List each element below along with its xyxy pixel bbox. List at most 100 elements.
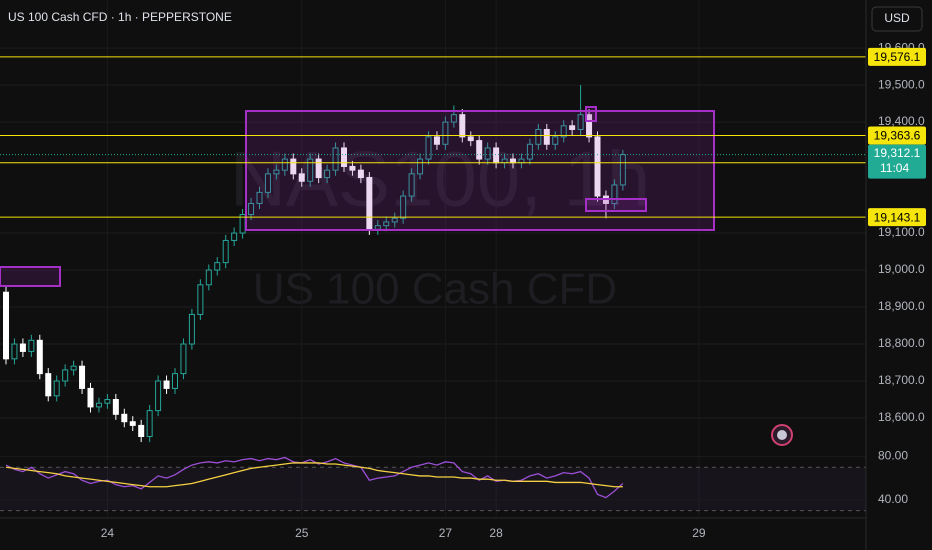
last-price-tag (868, 144, 926, 179)
price-line-tag (868, 47, 926, 66)
candle-body (400, 195, 407, 219)
candle-body (163, 380, 170, 389)
candle-body (11, 343, 18, 360)
candle-body (476, 140, 483, 160)
y-tick-label: 19,400.0 (878, 114, 925, 128)
candle-body (155, 380, 162, 412)
candle-body (256, 191, 263, 204)
overlay: 18,600.0 18,700.0 18,800.0 18,900.0 19,000.0… (0, 40, 926, 540)
candle-body (315, 158, 322, 179)
candle-body (383, 221, 390, 227)
candle-body (28, 339, 35, 352)
candle-body (391, 217, 398, 223)
candle-body (129, 421, 136, 426)
y-tick-label: 40.00 (878, 492, 908, 506)
candle-body (95, 402, 102, 408)
countdown-label: 11:04 (880, 161, 909, 175)
marks (3, 85, 626, 499)
currency-label[interactable]: USD (884, 11, 910, 25)
candle-body (214, 262, 221, 271)
y-tick-label: 19,500.0 (878, 77, 925, 91)
price-line-tag (868, 126, 926, 145)
candle-body (535, 128, 542, 145)
y-tick-label: 80.00 (878, 449, 908, 463)
candle-body (205, 269, 212, 286)
candle-body (450, 114, 457, 123)
candle-body (188, 313, 195, 345)
candle-body (180, 343, 187, 375)
y-tick-label: 19,000.0 (878, 262, 925, 276)
candle-body (341, 147, 347, 167)
candle-body (298, 173, 305, 182)
y-tick-label: 19,100.0 (878, 225, 925, 239)
candle-body (62, 369, 69, 382)
price-line-tag (868, 208, 926, 227)
range-box (245, 110, 715, 231)
x-tick-label: 25 (295, 526, 309, 540)
candle-body (231, 232, 238, 241)
x-tick-label: 27 (439, 526, 453, 540)
candle-body (552, 136, 559, 145)
y-tick-label: 18,600.0 (878, 410, 925, 424)
candle-body (459, 114, 466, 138)
candle-body (332, 147, 339, 171)
candle-body (526, 143, 533, 160)
rsi-band (0, 467, 866, 511)
candle-body (112, 399, 119, 415)
candle-body (357, 169, 364, 179)
currency-button[interactable] (871, 6, 923, 32)
x-tick-label: 24 (101, 526, 115, 540)
grid (0, 0, 866, 518)
symbol-title: US 100 Cash CFD · 1h · PEPPERSTONE (8, 10, 232, 24)
candle-body (290, 158, 297, 175)
candle-body (197, 284, 204, 315)
y-tick-label: 18,900.0 (878, 299, 925, 313)
candle-body (433, 136, 440, 145)
candle-body (408, 173, 415, 197)
candle-body (417, 158, 424, 175)
candle-body (45, 373, 52, 397)
candle-body (324, 169, 331, 179)
zone-box (585, 106, 597, 122)
candle-body (172, 373, 178, 389)
rsi-line (5, 462, 623, 488)
x-tick-label: 29 (692, 526, 706, 540)
x-tick-label: 28 (489, 526, 503, 540)
candle-body (484, 147, 491, 160)
candle-body (121, 413, 128, 423)
candle-body (104, 399, 111, 404)
watermark-name: US 100 Cash CFD (253, 265, 617, 314)
candle-body (222, 239, 229, 264)
candle-body (36, 339, 43, 375)
price-line-label: 19,143.1 (874, 210, 921, 224)
price-line-label: 19,576.1 (874, 50, 921, 64)
zone-box (0, 266, 61, 287)
candle-body (307, 158, 314, 182)
candle-body (138, 424, 145, 438)
candle-body (3, 291, 9, 360)
candle-body (281, 158, 288, 171)
candle-body (560, 125, 567, 138)
candle-body (586, 114, 593, 138)
candle-body (594, 136, 601, 197)
candle-body (248, 202, 255, 216)
candle-body (569, 125, 576, 130)
candle-body (425, 136, 432, 160)
candle-body (273, 169, 280, 175)
candle-body (442, 121, 449, 145)
candle-body (611, 184, 618, 204)
y-tick-label: 18,700.0 (878, 373, 925, 387)
candle-body (87, 387, 94, 408)
candle-body (53, 380, 60, 397)
candle-body (19, 343, 26, 352)
candle-body (467, 136, 474, 142)
candle-body (543, 128, 550, 145)
flag-icon-inner (777, 430, 787, 440)
y-tick-label: 18,800.0 (878, 336, 925, 350)
candle-body (79, 365, 86, 389)
candle-body (349, 165, 356, 171)
candle-body (146, 410, 153, 438)
price-line-label: 19,363.6 (874, 129, 921, 143)
